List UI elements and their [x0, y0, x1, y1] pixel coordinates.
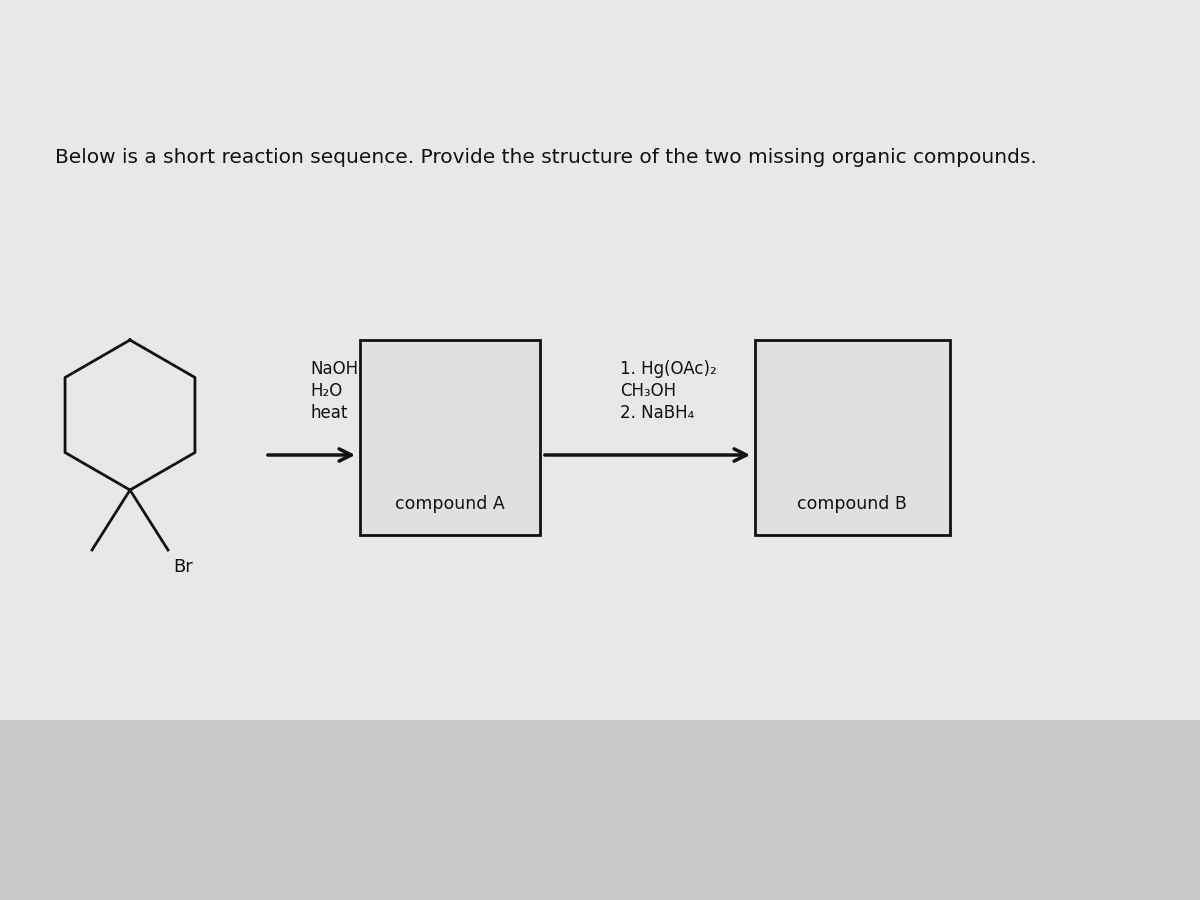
FancyBboxPatch shape — [360, 340, 540, 535]
Text: NaOH: NaOH — [310, 360, 358, 378]
Text: Below is a short reaction sequence. Provide the structure of the two missing org: Below is a short reaction sequence. Prov… — [55, 148, 1037, 167]
Text: 2. NaBH₄: 2. NaBH₄ — [620, 404, 695, 422]
Text: compound B: compound B — [797, 495, 907, 513]
FancyBboxPatch shape — [0, 0, 1200, 720]
Text: 1. Hg(OAc)₂: 1. Hg(OAc)₂ — [620, 360, 716, 378]
Text: heat: heat — [310, 404, 347, 422]
Text: H₂O: H₂O — [310, 382, 342, 400]
Text: CH₃OH: CH₃OH — [620, 382, 676, 400]
Text: Br: Br — [173, 558, 193, 576]
Text: compound A: compound A — [395, 495, 505, 513]
FancyBboxPatch shape — [755, 340, 950, 535]
